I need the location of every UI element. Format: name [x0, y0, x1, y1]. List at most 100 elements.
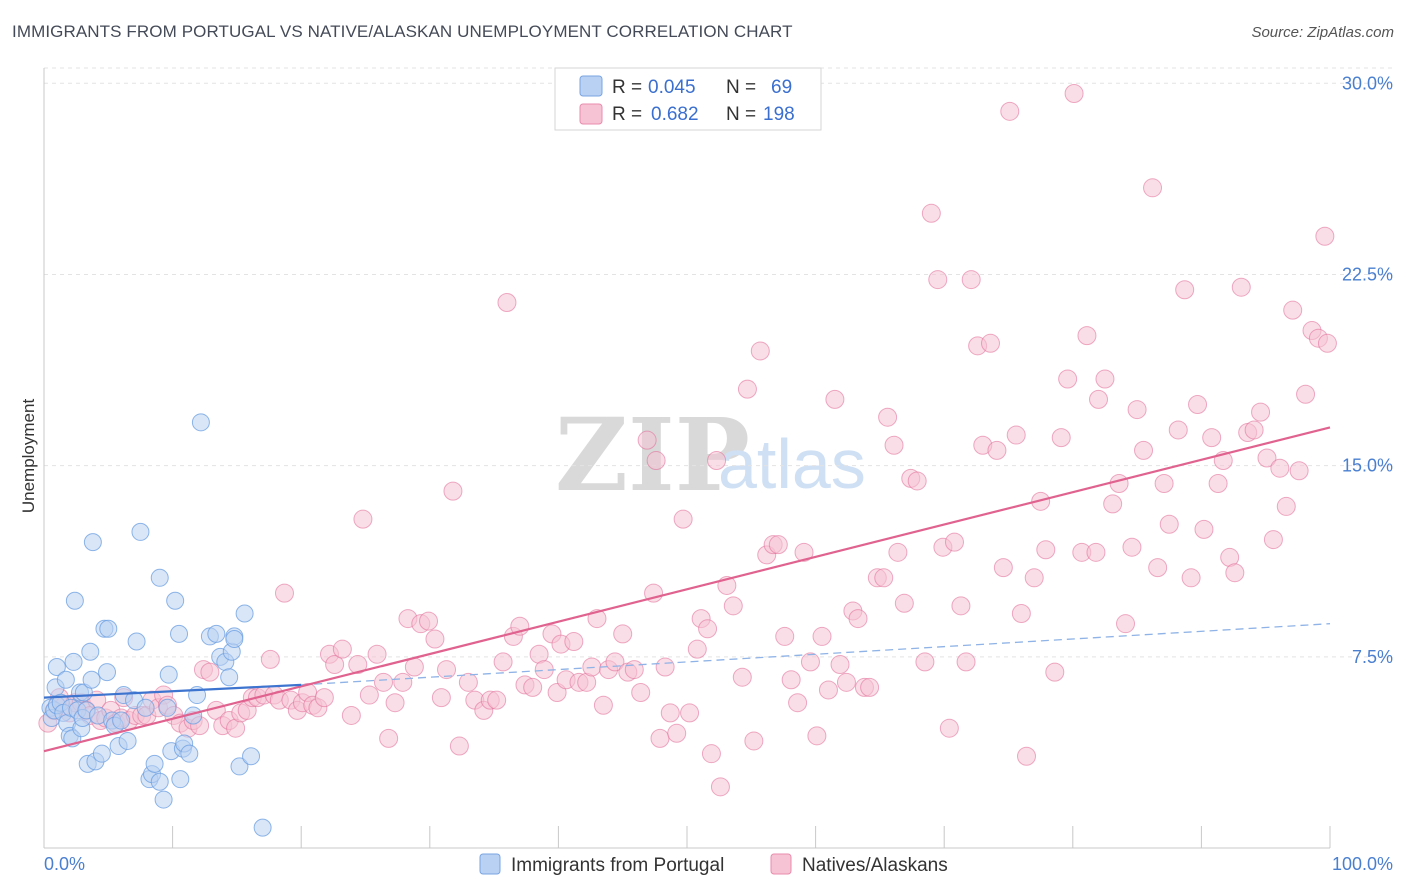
data-point-natives — [443, 481, 463, 501]
data-point-portugal — [64, 652, 83, 671]
data-point-natives — [1064, 83, 1084, 103]
data-point-natives — [1188, 394, 1208, 414]
bottom-legend-swatch-blue — [479, 853, 501, 875]
data-point-natives — [425, 629, 445, 649]
data-point-natives — [1017, 746, 1037, 766]
data-point-portugal — [242, 747, 261, 766]
data-point-natives — [1276, 496, 1296, 516]
data-point-portugal — [150, 568, 169, 587]
data-point-natives — [1000, 101, 1020, 121]
data-point-portugal — [225, 629, 244, 648]
data-point-natives — [1024, 568, 1044, 588]
legend-n-value-2: 198 — [763, 104, 795, 125]
data-point-portugal — [65, 591, 84, 610]
data-point-natives — [487, 690, 507, 710]
data-point-natives — [884, 435, 904, 455]
data-point-natives — [1127, 400, 1147, 420]
data-point-natives — [768, 535, 788, 555]
data-point-natives — [915, 652, 935, 672]
data-point-natives — [1315, 226, 1335, 246]
bottom-legend-swatch-pink — [770, 853, 792, 875]
data-point-natives — [200, 662, 220, 682]
data-point-portugal — [47, 658, 66, 677]
data-point-natives — [1051, 428, 1071, 448]
data-point-natives — [1257, 448, 1277, 468]
trend-line-portugal — [43, 683, 302, 699]
data-point-natives — [1244, 420, 1264, 440]
data-point-natives — [951, 596, 971, 616]
data-point-natives — [928, 270, 948, 290]
data-point-portugal — [98, 663, 117, 682]
data-point-natives — [1194, 519, 1214, 539]
data-point-natives — [781, 670, 801, 690]
trend-lines — [43, 426, 1331, 753]
data-point-natives — [637, 430, 657, 450]
data-point-natives — [660, 703, 680, 723]
data-point-natives — [393, 672, 413, 692]
data-point-natives — [493, 652, 513, 672]
bottom-legend: Immigrants from Portugal Natives/Alaskan… — [479, 853, 948, 876]
legend-n-label-2: N = — [726, 104, 756, 125]
data-point-natives — [707, 451, 727, 471]
data-point-natives — [564, 632, 584, 652]
data-point-portugal — [127, 632, 146, 651]
data-point-natives — [374, 672, 394, 692]
data-point-natives — [1134, 440, 1154, 460]
data-point-natives — [624, 660, 644, 680]
data-point-natives — [1159, 514, 1179, 534]
data-point-natives — [794, 542, 814, 562]
data-point-natives — [341, 705, 361, 725]
data-point-natives — [379, 728, 399, 748]
data-point-portugal — [207, 624, 226, 643]
data-point-natives — [593, 695, 613, 715]
data-point-natives — [944, 532, 964, 552]
y-axis-label: Unemployment — [19, 399, 38, 514]
data-point-natives — [750, 341, 770, 361]
data-point-natives — [1011, 603, 1031, 623]
data-point-natives — [1103, 494, 1123, 514]
data-point-natives — [332, 639, 352, 659]
legend-r-value-1: 0.045 — [648, 77, 696, 98]
data-point-natives — [274, 583, 294, 603]
data-point-natives — [701, 744, 721, 764]
data-point-natives — [1231, 277, 1251, 297]
data-point-natives — [1148, 558, 1168, 578]
data-point-natives — [367, 644, 387, 664]
data-point-natives — [1317, 333, 1337, 353]
data-point-natives — [800, 652, 820, 672]
data-point-portugal — [118, 731, 137, 750]
data-point-natives — [1089, 389, 1109, 409]
data-point-natives — [1225, 563, 1245, 583]
data-point-natives — [993, 558, 1013, 578]
series-portugal-points — [41, 413, 272, 837]
data-point-natives — [1036, 540, 1056, 560]
bottom-legend-label-natives: Natives/Alaskans — [802, 855, 948, 876]
data-point-portugal — [83, 533, 102, 552]
watermark-atlas: atlas — [718, 425, 866, 503]
data-point-portugal — [191, 413, 210, 432]
legend-r-value-2: 0.682 — [651, 104, 699, 125]
data-point-natives — [732, 667, 752, 687]
data-point-natives — [1168, 420, 1188, 440]
x-tick-label-min: 0.0% — [44, 854, 85, 874]
data-point-natives — [314, 688, 334, 708]
data-point-natives — [613, 624, 633, 644]
data-point-natives — [646, 451, 666, 471]
data-point-natives — [667, 723, 687, 743]
data-point-natives — [961, 270, 981, 290]
data-point-natives — [431, 688, 451, 708]
legend-swatch-pink — [579, 103, 603, 125]
data-point-natives — [921, 203, 941, 223]
data-point-portugal — [154, 790, 173, 809]
data-point-natives — [1006, 425, 1026, 445]
data-point-natives — [650, 728, 670, 748]
data-point-natives — [980, 333, 1000, 353]
top-legend: R = 0.045 N = 69 R = 0.682 N = 198 — [554, 67, 822, 131]
data-point-natives — [325, 654, 345, 674]
chart-title: IMMIGRANTS FROM PORTUGAL VS NATIVE/ALASK… — [12, 22, 793, 41]
data-point-portugal — [56, 670, 75, 689]
data-point-natives — [1122, 537, 1142, 557]
legend-r-label-1: R = — [612, 77, 642, 98]
data-point-natives — [1175, 280, 1195, 300]
trend-line-natives — [43, 426, 1331, 753]
